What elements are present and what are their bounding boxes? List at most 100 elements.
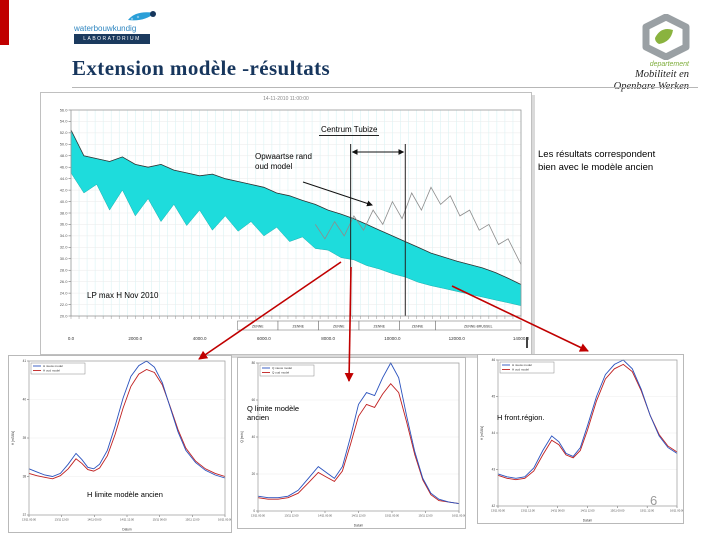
svg-text:16/11 00:00: 16/11 00:00 — [670, 509, 683, 513]
chart-h-front-region: 46 45 44 43 42 13/11 00:00 13/11 12:00 14/11 00… — [477, 354, 684, 524]
svg-text:46: 46 — [492, 358, 496, 362]
svg-text:13/11 12:00: 13/11 12:00 — [55, 518, 70, 522]
svg-text:24.0: 24.0 — [60, 290, 69, 295]
svg-text:40: 40 — [252, 435, 256, 439]
svg-text:43: 43 — [492, 468, 496, 472]
svg-text:56.0: 56.0 — [60, 107, 69, 112]
svg-text:ZENNE: ZENNE — [252, 324, 264, 328]
svg-text:54.0: 54.0 — [60, 119, 69, 124]
svg-text:14/11 12:00: 14/11 12:00 — [120, 518, 135, 522]
chart-caption-q-limite: Q limite modèle ancien — [247, 404, 300, 423]
svg-text:26.0: 26.0 — [60, 279, 69, 284]
svg-text:80: 80 — [252, 361, 256, 365]
slide-title: Extension modèle -résultats — [72, 56, 331, 80]
svg-text:Datum: Datum — [583, 519, 593, 523]
svg-text:Datum: Datum — [122, 528, 132, 532]
waterbouwkundig-logo: waterbouwkundig LABORATORIUM — [72, 8, 182, 48]
svg-text:0: 0 — [253, 509, 255, 513]
red-accent-bar — [0, 0, 9, 45]
svg-text:16/11 00:00: 16/11 00:00 — [218, 518, 231, 522]
svg-text:52.0: 52.0 — [60, 130, 69, 135]
chart-q-limite-modele-ancien: 80 60 40 20 0 13/11 00:00 13/11 12:00 14/11 00:… — [237, 357, 466, 529]
svg-text:6000.0: 6000.0 — [257, 336, 271, 341]
annotation-opwaartse-rand: Opwaartse rand oud model — [255, 152, 312, 171]
svg-text:15/11 00:00: 15/11 00:00 — [385, 514, 400, 518]
mow-logo: departement Mobiliteit en Openbare Werke… — [545, 10, 705, 98]
svg-text:40.0: 40.0 — [60, 199, 69, 204]
chart-caption-h-limite: H limite modèle ancien — [87, 490, 163, 499]
svg-text:H nieuw model: H nieuw model — [43, 364, 63, 368]
svg-text:13/11 00:00: 13/11 00:00 — [22, 518, 37, 522]
svg-text:60: 60 — [252, 398, 256, 402]
svg-text:Q [m³/s]: Q [m³/s] — [240, 431, 244, 442]
svg-text:39: 39 — [23, 436, 27, 440]
svg-text:45: 45 — [492, 395, 496, 399]
svg-text:4000.0: 4000.0 — [193, 336, 207, 341]
svg-text:37: 37 — [23, 513, 27, 517]
text-cursor-artifact — [526, 337, 528, 348]
svg-text:14/11 00:00: 14/11 00:00 — [87, 518, 102, 522]
svg-text:2000.0: 2000.0 — [128, 336, 142, 341]
svg-text:15/11 12:00: 15/11 12:00 — [419, 514, 434, 518]
svg-text:14/11 00:00: 14/11 00:00 — [318, 514, 333, 518]
svg-text:14/11 12:00: 14/11 12:00 — [352, 514, 367, 518]
svg-text:ZENNE: ZENNE — [333, 324, 345, 328]
svg-text:13/11 00:00: 13/11 00:00 — [491, 509, 506, 513]
svg-text:22.0: 22.0 — [60, 302, 69, 307]
svg-text:44.0: 44.0 — [60, 176, 69, 181]
svg-text:38.0: 38.0 — [60, 210, 69, 215]
svg-text:34.0: 34.0 — [60, 233, 69, 238]
svg-text:13/11 12:00: 13/11 12:00 — [285, 514, 300, 518]
svg-text:H nieuw model: H nieuw model — [512, 363, 532, 367]
page-number: 6 — [650, 493, 658, 508]
svg-text:15/11 00:00: 15/11 00:00 — [610, 509, 625, 513]
small-plot-q-limite: 80 60 40 20 013/11 00:00 13/11 12:00 14/11 00:… — [240, 361, 465, 528]
svg-text:20.0: 20.0 — [60, 313, 69, 318]
svg-text:15/11 12:00: 15/11 12:00 — [640, 509, 655, 513]
svg-text:0.0: 0.0 — [68, 336, 75, 341]
side-note: Les résultats correspondent bien avec le… — [538, 149, 656, 174]
svg-text:15/11 12:00: 15/11 12:00 — [185, 518, 200, 522]
svg-text:32.0: 32.0 — [60, 245, 69, 250]
chart-h-limite-modele-ancien: 41 40 39 38 37 13/11 00:00 13/11 12:00 14/11 00… — [8, 355, 232, 533]
svg-text:12000.0: 12000.0 — [449, 336, 466, 341]
svg-text:48.0: 48.0 — [60, 153, 69, 158]
svg-text:38: 38 — [23, 475, 27, 479]
svg-text:13/11 12:00: 13/11 12:00 — [521, 509, 536, 513]
svg-text:42: 42 — [492, 504, 496, 508]
svg-text:8000.0: 8000.0 — [321, 336, 335, 341]
laboratorium-label: LABORATORIUM — [74, 34, 150, 44]
svg-text:ZENNE-BRUSSEL: ZENNE-BRUSSEL — [464, 324, 493, 328]
main-profile-plot: 56.0 54.0 52.0 50.0 48.0 46.0 44.0 42.0 40.0 38.0… — [60, 107, 530, 341]
title-underline — [72, 87, 698, 88]
annotation-lp-max: LP max H Nov 2010 — [87, 291, 159, 300]
svg-text:15/11 00:00: 15/11 00:00 — [153, 518, 168, 522]
waterbouwkundig-swoosh-icon — [128, 11, 156, 21]
svg-text:Q oud model: Q oud model — [272, 371, 290, 375]
svg-text:14/11 12:00: 14/11 12:00 — [581, 509, 596, 513]
mow-hexagon-icon — [642, 14, 690, 60]
svg-text:36.0: 36.0 — [60, 222, 69, 227]
svg-text:13/11 00:00: 13/11 00:00 — [251, 514, 266, 518]
svg-text:ZENNE: ZENNE — [293, 324, 305, 328]
svg-text:Datum: Datum — [354, 524, 364, 528]
waterbouwkundig-label: waterbouwkundig — [74, 24, 137, 33]
main-chart-header: 14-11-2010 11:00:00 — [263, 96, 309, 102]
svg-text:42.0: 42.0 — [60, 187, 69, 192]
mow-openbare-werken-label: Openbare Werken — [614, 81, 689, 92]
svg-text:40: 40 — [23, 398, 27, 402]
svg-text:28.0: 28.0 — [60, 268, 69, 273]
svg-text:44: 44 — [492, 431, 496, 435]
svg-text:14/11 00:00: 14/11 00:00 — [551, 509, 566, 513]
mow-mobiliteit-label: Mobiliteit en — [635, 69, 689, 80]
svg-text:H oud model: H oud model — [43, 369, 60, 373]
svg-text:46.0: 46.0 — [60, 165, 69, 170]
svg-text:20: 20 — [252, 472, 256, 476]
svg-text:ZENNE: ZENNE — [412, 324, 424, 328]
svg-text:H [mTAW]: H [mTAW] — [480, 426, 484, 440]
chart-caption-h-front: H front.région. — [497, 413, 545, 422]
svg-text:10000.0: 10000.0 — [384, 336, 401, 341]
main-chart-panel: 14-11-2010 11:00:00 56.0 54.0 52.0 50.0 48.0… — [40, 92, 532, 355]
